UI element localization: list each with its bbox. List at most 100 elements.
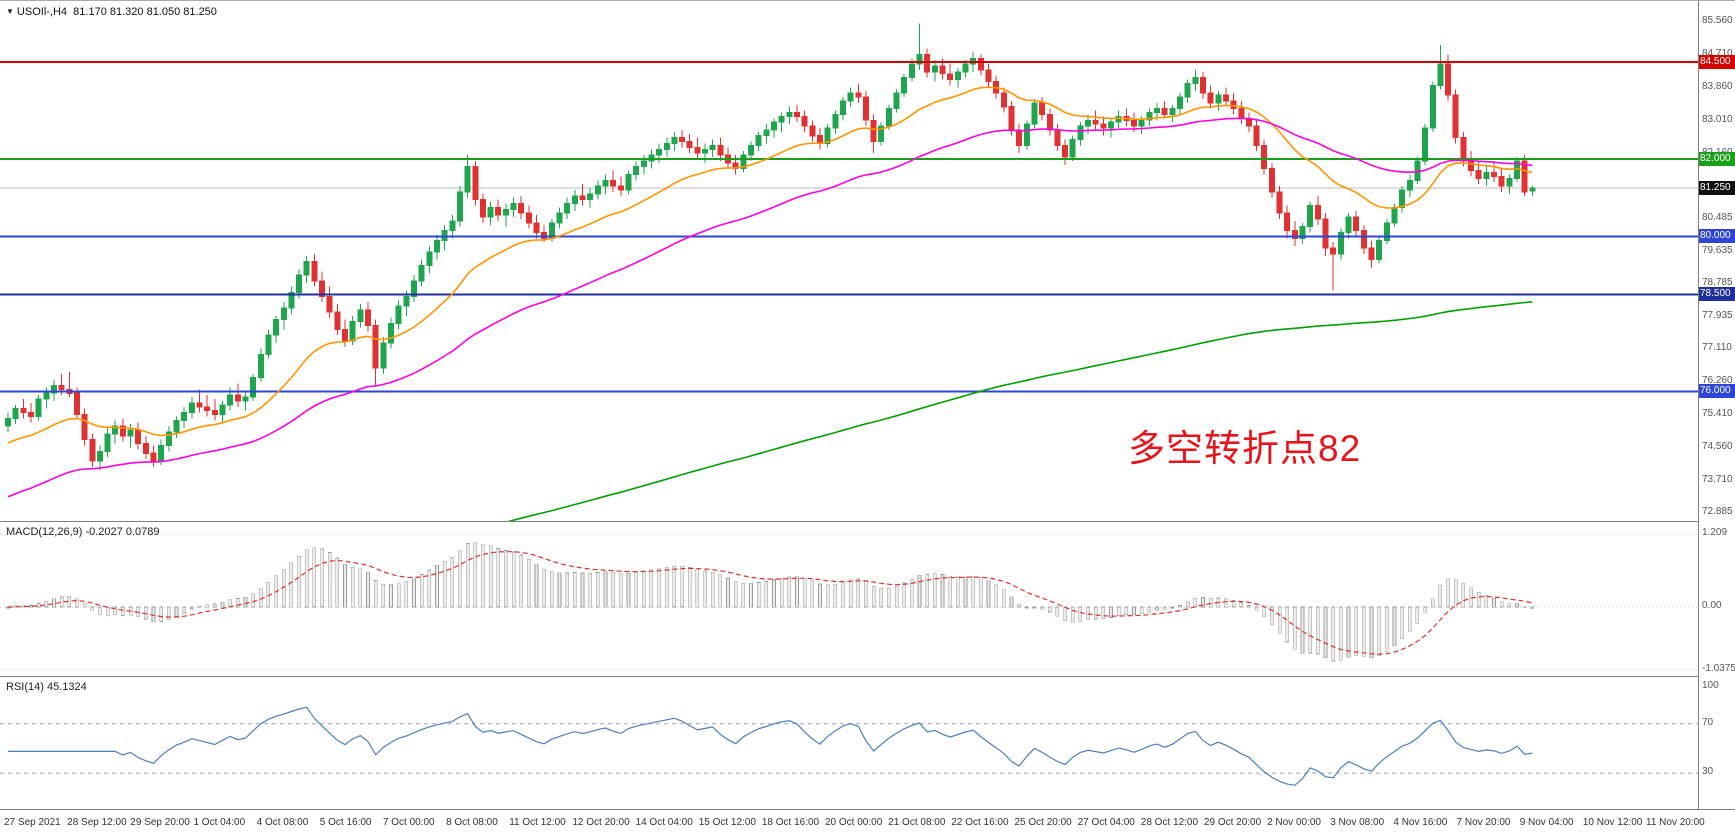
candle: [1161, 108, 1168, 115]
candle: [119, 425, 126, 437]
axis-tick-label: 70: [1702, 716, 1714, 728]
candle: [985, 69, 992, 83]
ohlc-readout: 81.170 81.320 81.050 81.250: [73, 6, 217, 18]
candle: [173, 419, 180, 433]
axis-tick-label: 74.560: [1702, 441, 1733, 453]
candle: [1062, 144, 1069, 158]
time-label: 7 Nov 20:00: [1456, 817, 1511, 828]
candle: [1353, 216, 1360, 232]
axis-tick-label: 77.935: [1702, 310, 1733, 322]
candle: [479, 199, 486, 218]
time-axis[interactable]: 27 Sep 2021 28 Sep 12:00 29 Sep 20:00 1 Oct…: [0, 809, 1735, 836]
axis-tick-label: 1.209: [1702, 527, 1728, 539]
annotation-text[interactable]: 多空转折点82: [1128, 428, 1362, 469]
candle: [962, 63, 969, 73]
time-label: 8 Oct 08:00: [446, 817, 498, 828]
candle: [28, 412, 34, 418]
time-label: 9 Nov 04:00: [1519, 817, 1574, 828]
candle: [1268, 168, 1275, 193]
candle: [862, 96, 869, 121]
candle: [20, 408, 27, 414]
candle: [227, 394, 234, 406]
candle: [349, 321, 356, 342]
price-level-badge: 84.500: [1699, 55, 1735, 70]
rsi-label: RSI(14) 45.1324: [6, 681, 87, 693]
macd-canvas[interactable]: [0, 522, 1698, 676]
candle: [43, 392, 50, 400]
candle: [1337, 232, 1344, 255]
candle: [303, 261, 310, 276]
candle: [832, 113, 839, 129]
candle: [679, 137, 686, 143]
candle: [181, 412, 188, 421]
candle: [296, 274, 303, 294]
candle: [1108, 121, 1114, 129]
price-axis[interactable]: 85.56084.71083.86083.01082.16080.48579.6…: [1698, 1, 1735, 809]
macd-histogram: [6, 542, 1535, 662]
candle: [1177, 96, 1183, 110]
candle: [1406, 179, 1413, 191]
candle: [525, 212, 532, 224]
candle: [1200, 77, 1206, 94]
candle: [1345, 216, 1352, 234]
candle: [694, 146, 701, 154]
candle: [104, 433, 111, 452]
candle: [456, 191, 463, 222]
candle: [939, 65, 946, 75]
candle: [51, 385, 57, 394]
candle: [464, 166, 471, 193]
candle: [1360, 230, 1367, 249]
candle: [319, 280, 326, 297]
axis-tick-label: 84.710: [1702, 48, 1733, 60]
price-level-badge: 76.000: [1699, 384, 1735, 399]
main-chart-canvas[interactable]: [0, 1, 1698, 521]
candle: [403, 295, 410, 307]
candle: [1077, 125, 1084, 141]
candle: [5, 417, 11, 427]
candle: [640, 160, 647, 168]
candle: [73, 392, 80, 416]
candle: [610, 179, 617, 187]
candle: [1452, 94, 1459, 139]
candle: [280, 307, 287, 321]
candle: [533, 222, 540, 234]
candle: [487, 206, 494, 218]
ma-slow-line: [507, 301, 1533, 521]
candle: [740, 154, 747, 170]
candle: [1391, 206, 1398, 224]
candle: [219, 404, 226, 415]
rsi-canvas[interactable]: [0, 677, 1698, 809]
chevron-down-icon: ▼: [6, 7, 14, 16]
candle: [1031, 102, 1038, 125]
candle: [211, 410, 218, 416]
candle: [1376, 239, 1383, 261]
candle: [142, 443, 149, 454]
candle: [778, 115, 785, 123]
ma-mid-line: [7, 117, 1533, 498]
candle: [372, 325, 379, 369]
candle: [510, 203, 517, 210]
candle: [977, 57, 984, 71]
candle: [1468, 160, 1475, 172]
candle: [878, 125, 885, 143]
candle: [35, 398, 42, 417]
time-label: 22 Oct 16:00: [951, 817, 1009, 828]
candle: [686, 141, 693, 148]
chart-title: ▼ USOIl-,H4 81.170 81.320 81.050 81.250: [6, 6, 217, 18]
candle: [1230, 100, 1237, 110]
axis-tick-label: 30: [1702, 766, 1714, 778]
candle: [1521, 160, 1528, 193]
macd-label: MACD(12,26,9) -0.2027 0.0789: [6, 526, 160, 538]
candle: [434, 239, 440, 253]
candle: [418, 265, 425, 282]
candle: [495, 206, 502, 216]
time-label: 7 Oct 00:00: [382, 817, 435, 828]
candle: [1475, 170, 1482, 179]
candle: [273, 319, 280, 336]
candle: [502, 208, 509, 216]
price-level-badge: 82.000: [1699, 151, 1735, 166]
candle: [165, 431, 172, 446]
candle: [1100, 123, 1107, 129]
candle: [1483, 172, 1490, 179]
candle: [288, 292, 295, 309]
